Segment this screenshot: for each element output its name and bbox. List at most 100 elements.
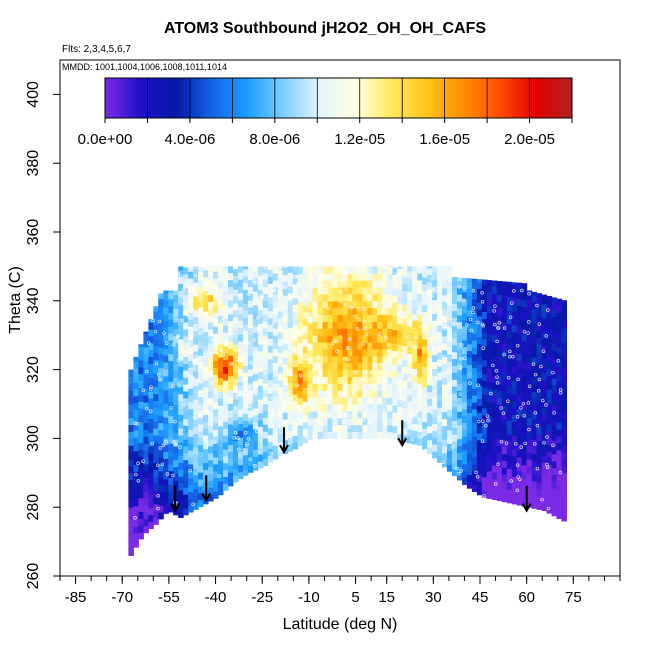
heatmap-cell — [203, 269, 209, 278]
heatmap-cell — [223, 394, 229, 402]
heatmap-cell — [238, 272, 244, 280]
heatmap-cell — [178, 400, 184, 408]
heatmap-cell — [546, 499, 553, 507]
heatmap-cell — [521, 478, 528, 486]
heatmap-cell — [402, 379, 408, 388]
heatmap-cell — [297, 328, 304, 337]
heatmap-cell — [377, 410, 383, 419]
heatmap-cell — [546, 296, 553, 301]
heatmap-cell — [257, 289, 264, 297]
heatmap-cell — [561, 438, 567, 446]
heatmap-cell — [178, 297, 184, 305]
heatmap-cell — [437, 379, 443, 388]
heatmap-cell — [501, 309, 508, 317]
heatmap-cell — [367, 383, 373, 391]
heatmap-cell — [491, 334, 498, 342]
heatmap-cell — [233, 351, 239, 359]
heatmap-cell — [372, 328, 378, 336]
heatmap-cell — [188, 477, 194, 485]
heatmap-cell — [223, 304, 229, 312]
sample-point — [515, 414, 520, 419]
sample-point — [151, 318, 155, 323]
heatmap-cell — [302, 360, 309, 368]
heatmap-cell — [437, 407, 443, 415]
heatmap-cell — [257, 330, 264, 338]
heatmap-cell — [138, 366, 144, 375]
heatmap-cell — [526, 397, 533, 405]
heatmap-cell — [218, 329, 224, 337]
sample-point — [173, 442, 178, 447]
heatmap-cell — [466, 371, 473, 379]
heatmap-cell — [143, 512, 149, 520]
heatmap-cell — [437, 324, 443, 333]
heatmap-cell — [178, 469, 184, 477]
sample-point — [432, 321, 437, 325]
heatmap-cell — [233, 406, 239, 414]
heatmap-cell — [561, 479, 567, 488]
heatmap-cell — [327, 376, 334, 384]
sample-point — [276, 413, 281, 417]
heatmap-cell — [133, 498, 139, 507]
heatmap-cell — [277, 359, 284, 367]
heatmap-cell — [531, 384, 538, 392]
heatmap-cell — [133, 409, 139, 417]
sample-point — [344, 288, 349, 292]
heatmap-cell — [238, 423, 244, 431]
heatmap-cell — [292, 387, 299, 395]
sample-point — [202, 289, 206, 294]
sample-point — [316, 355, 320, 359]
heatmap-cell — [377, 362, 383, 371]
heatmap-cell — [437, 427, 443, 436]
heatmap-cell — [342, 328, 348, 336]
heatmap-cell — [501, 460, 508, 468]
heatmap-cell — [511, 282, 518, 285]
heatmap-cell — [457, 431, 463, 440]
heatmap-cell — [292, 359, 299, 367]
heatmap-cell — [357, 404, 363, 412]
heatmap-cell — [143, 395, 149, 403]
y-tick-label: 320 — [25, 356, 42, 383]
heatmap-cell — [471, 484, 478, 492]
heatmap-cell — [347, 328, 353, 336]
heatmap-cell — [203, 393, 209, 402]
arrow-head — [201, 492, 212, 503]
heatmap-cell — [238, 409, 244, 418]
heatmap-cell — [302, 373, 309, 382]
heatmap-cell — [143, 498, 149, 506]
heatmap-cell — [471, 457, 478, 465]
sample-point — [178, 274, 183, 279]
heatmap-cell — [223, 359, 229, 367]
heatmap-cell — [551, 495, 558, 503]
heatmap-cell — [173, 446, 179, 454]
heatmap-cell — [223, 428, 229, 436]
sample-point — [377, 332, 382, 336]
heatmap-cell — [133, 485, 139, 493]
heatmap-cell — [471, 360, 478, 369]
heatmap-cell — [382, 397, 388, 405]
heatmap-cell — [387, 266, 393, 267]
heatmap-cell — [252, 325, 259, 333]
heatmap-cell — [491, 416, 498, 425]
heatmap-cell — [322, 328, 329, 336]
heatmap-cell — [397, 275, 403, 283]
heatmap-cell — [481, 394, 488, 402]
heatmap-cell — [322, 397, 329, 405]
heatmap-cell — [501, 467, 508, 475]
heatmap-cell — [551, 336, 558, 345]
heatmap-cell — [342, 431, 348, 439]
heatmap-cell — [561, 404, 567, 412]
heatmap-cell — [362, 273, 368, 281]
sample-point — [146, 341, 151, 345]
sample-point — [459, 356, 463, 361]
sample-point — [522, 413, 527, 418]
heatmap-cell — [471, 450, 478, 458]
heatmap-cell — [322, 362, 329, 371]
heatmap-cell — [312, 321, 319, 329]
heatmap-cell — [407, 284, 413, 293]
heatmap-cell — [193, 266, 199, 269]
heatmap-cell — [193, 344, 199, 352]
sample-point — [491, 363, 495, 368]
heatmap-cell — [247, 307, 254, 315]
heatmap-cell — [546, 375, 553, 383]
heatmap-cell — [302, 318, 309, 327]
